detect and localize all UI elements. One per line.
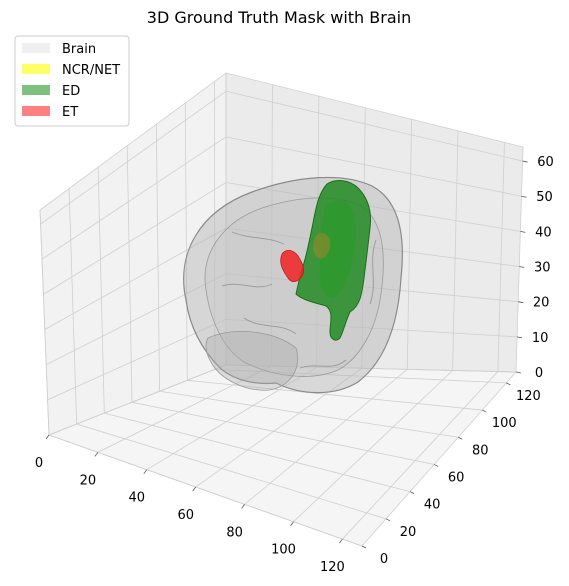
y-tick-mark-3 <box>434 464 438 466</box>
y-tick-label-2: 40 <box>424 498 441 513</box>
legend-swatch-3 <box>22 106 50 116</box>
y-tick-mark-2 <box>410 492 414 494</box>
x-tick-label-3: 60 <box>177 508 194 523</box>
z-tick-label-0: 0 <box>535 366 543 381</box>
z-tick-label-1: 10 <box>532 331 549 346</box>
x-tick-mark-5 <box>291 522 294 526</box>
z-tick-mark-4 <box>520 231 525 232</box>
y-tick-label-1: 20 <box>400 525 417 540</box>
x-tick-mark-6 <box>339 539 342 543</box>
x-tick-mark-3 <box>193 487 196 491</box>
x-tick-label-6: 120 <box>320 560 345 575</box>
y-tick-label-3: 60 <box>448 470 465 485</box>
y-tick-mark-4 <box>458 437 462 439</box>
legend: Brain NCR/NET ED ET <box>15 36 129 126</box>
x-tick-label-4: 80 <box>226 525 243 540</box>
legend-swatch-2 <box>22 85 50 95</box>
legend-label-3: ET <box>62 105 78 120</box>
y-tick-mark-1 <box>386 519 390 521</box>
y-tick-label-5: 100 <box>492 416 517 431</box>
z-tick-label-3: 30 <box>534 261 551 276</box>
y-tick-mark-6 <box>506 383 510 385</box>
z-tick-mark-6 <box>523 161 528 162</box>
x-tick-label-1: 20 <box>80 473 97 488</box>
x-tick-mark-4 <box>242 504 245 508</box>
x-tick-label-5: 100 <box>271 543 296 558</box>
z-tick-label-5: 50 <box>536 190 553 205</box>
legend-label-2: ED <box>62 84 80 99</box>
z-tick-mark-3 <box>519 267 524 268</box>
y-tick-label-4: 80 <box>472 443 489 458</box>
z-tick-label-6: 60 <box>537 155 554 170</box>
z-tick-label-4: 40 <box>535 225 552 240</box>
z-tick-mark-2 <box>518 302 523 303</box>
x-tick-mark-0 <box>46 435 49 439</box>
y-tick-label-0: 0 <box>380 552 388 567</box>
legend-label-0: Brain <box>62 42 96 57</box>
y-tick-mark-0 <box>362 546 366 548</box>
chart-title: 3D Ground Truth Mask with Brain <box>147 8 411 27</box>
y-tick-label-6: 120 <box>516 389 541 404</box>
z-tick-mark-5 <box>521 196 526 197</box>
z-tick-mark-0 <box>516 372 521 373</box>
legend-swatch-0 <box>22 43 50 53</box>
legend-swatch-1 <box>22 64 50 74</box>
x-tick-mark-1 <box>95 452 98 456</box>
x-tick-label-0: 0 <box>35 456 43 471</box>
x-tick-mark-2 <box>144 470 147 474</box>
y-tick-mark-5 <box>482 410 486 412</box>
legend-label-1: NCR/NET <box>62 63 120 78</box>
z-tick-mark-1 <box>517 337 522 338</box>
z-tick-label-2: 20 <box>533 296 550 311</box>
x-tick-label-2: 40 <box>129 491 146 506</box>
